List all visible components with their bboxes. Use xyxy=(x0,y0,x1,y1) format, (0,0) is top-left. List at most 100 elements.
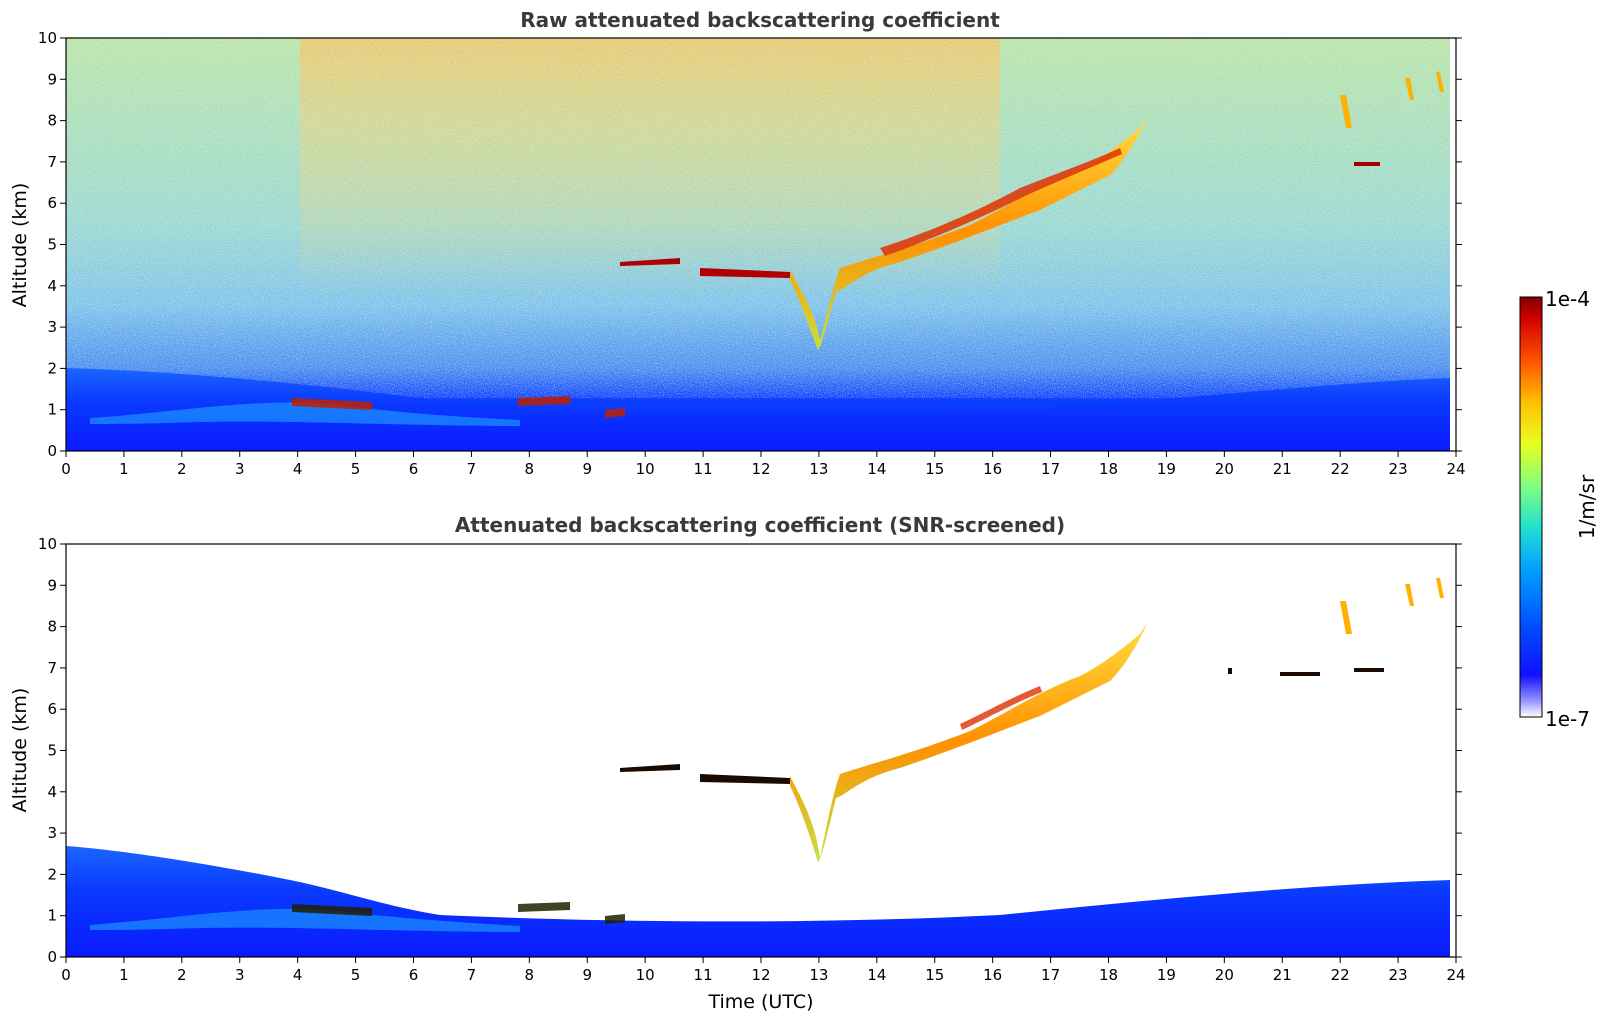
colorbar-gradient xyxy=(1519,296,1543,718)
screened-x-axis: 0 1 2 3 4 5 6 7 8 9 10 11 12 13 14 15 16 17 18 19 20 21 22 23 24 xyxy=(61,957,1466,984)
raw-panel: Raw attenuated backscattering coefficien… xyxy=(9,8,1466,478)
screened-cirrus xyxy=(1340,578,1444,634)
x-tick-label: 5 xyxy=(351,460,361,478)
screened-low-clouds xyxy=(292,902,625,924)
x-tick-label: 13 xyxy=(809,460,828,478)
x-tick-label: 9 xyxy=(582,460,592,478)
y-tick-label: 7 xyxy=(47,659,57,677)
raw-cloud-layer xyxy=(790,115,1148,350)
y-tick-label: 0 xyxy=(47,442,57,460)
y-tick-label: 1 xyxy=(47,401,57,419)
colorbar-units-label: 1/m/sr xyxy=(1575,474,1599,539)
y-tick-label: 8 xyxy=(47,112,57,130)
raw-aerosol-band xyxy=(90,402,520,426)
x-tick-label: 19 xyxy=(1157,966,1176,984)
x-tick-label: 2 xyxy=(177,966,187,984)
y-tick-label: 6 xyxy=(47,700,57,718)
screened-y-axis: 0 1 2 3 4 5 6 7 8 9 10 xyxy=(38,535,1462,966)
raw-x-axis: 0 1 2 3 4 5 6 7 8 9 10 11 12 13 14 15 16 17 18 19 20 21 22 23 24 xyxy=(61,451,1466,478)
y-tick-label: 5 xyxy=(47,236,57,254)
x-tick-label: 3 xyxy=(235,966,245,984)
x-tick-label: 23 xyxy=(1389,460,1408,478)
x-tick-label: 7 xyxy=(467,966,477,984)
screened-panel: Attenuated backscattering coefficient (S… xyxy=(9,513,1466,1013)
y-tick-label: 9 xyxy=(47,70,57,88)
y-tick-label: 2 xyxy=(47,359,57,377)
x-tick-label: 18 xyxy=(1099,966,1118,984)
x-tick-label: 20 xyxy=(1215,460,1234,478)
y-tick-label: 9 xyxy=(47,576,57,594)
raw-cloud-core xyxy=(880,148,1122,256)
x-tick-label: 20 xyxy=(1215,966,1234,984)
raw-heatmap xyxy=(66,38,1450,451)
y-tick-label: 3 xyxy=(47,824,57,842)
x-tick-label: 24 xyxy=(1446,966,1465,984)
screened-heatmap xyxy=(66,544,1456,957)
x-tick-label: 16 xyxy=(983,460,1002,478)
x-tick-label: 17 xyxy=(1041,460,1060,478)
y-tick-label: 8 xyxy=(47,618,57,636)
x-tick-label: 9 xyxy=(582,966,592,984)
x-tick-label: 0 xyxy=(61,966,71,984)
x-tick-label: 23 xyxy=(1389,966,1408,984)
x-tick-label: 5 xyxy=(351,966,361,984)
x-tick-label: 14 xyxy=(867,966,886,984)
x-tick-label: 4 xyxy=(293,460,303,478)
x-tick-label: 21 xyxy=(1273,460,1292,478)
raw-y-axis: 0 1 2 3 4 5 6 7 8 9 10 xyxy=(38,29,1462,460)
x-tick-label: 11 xyxy=(694,460,713,478)
y-tick-label: 10 xyxy=(38,535,57,553)
x-tick-label: 6 xyxy=(409,966,419,984)
raw-low-clouds xyxy=(292,396,625,418)
raw-boundary-layer xyxy=(66,368,1450,451)
y-tick-label: 7 xyxy=(47,153,57,171)
colorbar-max-label: 1e-4 xyxy=(1545,287,1590,311)
x-tick-label: 14 xyxy=(867,460,886,478)
x-tick-label: 21 xyxy=(1273,966,1292,984)
screened-y-axis-label: Altitude (km) xyxy=(9,688,31,813)
x-tick-label: 22 xyxy=(1331,460,1350,478)
raw-cirrus xyxy=(1340,72,1444,128)
y-tick-label: 0 xyxy=(47,948,57,966)
y-tick-label: 6 xyxy=(47,194,57,212)
x-tick-label: 10 xyxy=(636,460,655,478)
x-tick-label: 2 xyxy=(177,460,187,478)
x-tick-label: 11 xyxy=(694,966,713,984)
y-tick-label: 5 xyxy=(47,742,57,760)
raw-cirrus-dark xyxy=(1354,162,1380,166)
x-tick-label: 15 xyxy=(925,966,944,984)
screened-x-axis-label: Time (UTC) xyxy=(707,991,813,1013)
y-tick-label: 4 xyxy=(47,277,57,295)
x-tick-label: 24 xyxy=(1446,460,1465,478)
x-tick-label: 18 xyxy=(1099,460,1118,478)
x-tick-label: 10 xyxy=(636,966,655,984)
x-tick-label: 15 xyxy=(925,460,944,478)
x-tick-label: 12 xyxy=(751,460,770,478)
screened-aerosol-band xyxy=(90,908,520,932)
y-tick-label: 1 xyxy=(47,907,57,925)
y-tick-label: 2 xyxy=(47,865,57,883)
y-tick-label: 3 xyxy=(47,318,57,336)
screened-panel-title: Attenuated backscattering coefficient (S… xyxy=(455,513,1065,537)
x-tick-label: 13 xyxy=(809,966,828,984)
colorbar-min-label: 1e-7 xyxy=(1545,707,1590,731)
x-tick-label: 16 xyxy=(983,966,1002,984)
x-tick-label: 0 xyxy=(61,460,71,478)
screened-dark-cloud-segment xyxy=(620,764,790,784)
x-tick-label: 7 xyxy=(467,460,477,478)
x-tick-label: 4 xyxy=(293,966,303,984)
x-tick-label: 8 xyxy=(525,460,535,478)
raw-noise-texture xyxy=(66,38,1450,398)
raw-dark-cloud-segment xyxy=(620,258,790,278)
screened-cirrus-dark xyxy=(1228,668,1384,676)
colorbar: 1e-4 1e-7 1/m/sr xyxy=(1519,287,1599,731)
x-tick-label: 22 xyxy=(1331,966,1350,984)
y-tick-label: 4 xyxy=(47,783,57,801)
x-tick-label: 1 xyxy=(119,966,129,984)
x-tick-label: 6 xyxy=(409,460,419,478)
raw-y-axis-label: Altitude (km) xyxy=(9,183,31,308)
raw-panel-title: Raw attenuated backscattering coefficien… xyxy=(520,8,1000,32)
x-tick-label: 12 xyxy=(751,966,770,984)
x-tick-label: 3 xyxy=(235,460,245,478)
